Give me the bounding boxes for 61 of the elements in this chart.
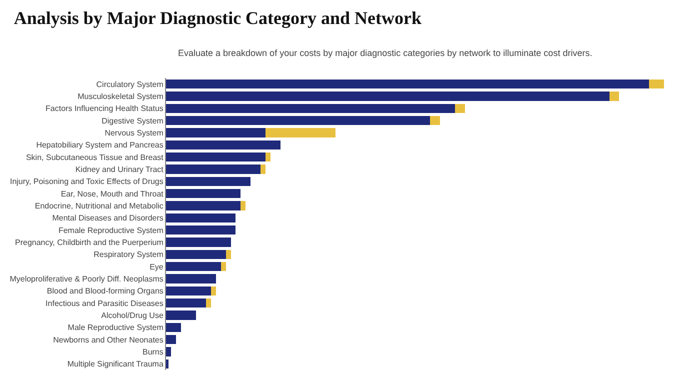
bar <box>166 286 211 296</box>
bar <box>226 250 231 259</box>
y-tick-label: Circulatory System <box>96 80 164 89</box>
bar <box>166 128 266 138</box>
bar <box>166 80 650 89</box>
bar <box>166 140 281 150</box>
bar <box>210 286 216 296</box>
y-tick-label: Multiple Significant Trauma <box>67 360 164 369</box>
y-tick-label: Myeloproliferative & Poorly Diff. Neoplasms <box>10 274 164 284</box>
y-tick-label: Burns <box>142 348 164 357</box>
bar <box>166 322 181 332</box>
y-tick-label: Newborns and Other Neonates <box>53 335 164 344</box>
y-tick-label: Infectious and Parasitic Diseases <box>46 298 164 308</box>
y-tick-label: Digestive System <box>102 116 164 126</box>
y-tick-label: Eye <box>150 262 164 272</box>
bar <box>260 164 266 174</box>
bar <box>649 80 664 89</box>
y-tick-label: Nervous System <box>104 128 164 138</box>
y-tick-label: Alcohol/Drug Use <box>101 311 164 320</box>
bar <box>266 128 336 138</box>
y-tick-label: Hepatobiliary System and Pancreas <box>36 140 164 150</box>
y-tick-label: Injury, Poisoning and Toxic Effects of Drugs <box>10 177 164 186</box>
bar <box>166 310 196 320</box>
y-tick-label: Male Reproductive System <box>68 323 164 332</box>
y-tick-label: Mental Diseases and Disorders <box>52 214 164 223</box>
bar <box>609 92 620 101</box>
bar <box>266 152 271 162</box>
bar <box>166 262 221 272</box>
bar <box>166 298 206 308</box>
bar <box>166 116 430 126</box>
y-tick-label: Factors Influencing Health Status <box>46 104 164 114</box>
y-tick-label: Skin, Subcutaneous Tissue and Breast <box>26 152 164 162</box>
bar <box>166 201 241 210</box>
bar <box>430 116 440 126</box>
bar <box>166 226 236 235</box>
bar <box>166 152 266 162</box>
bar <box>166 274 216 284</box>
y-tick-label: Endocrine, Nutritional and Metabolic <box>34 202 164 211</box>
bar <box>166 213 236 222</box>
y-tick-label: Respiratory System <box>94 250 164 260</box>
bar <box>166 104 455 113</box>
y-tick-label: Pregnancy, Childbirth and the Puerperium <box>15 238 164 248</box>
y-tick-label: Ear, Nose, Mouth and Throat <box>60 189 164 198</box>
y-tick-label: Kidney and Urinary Tract <box>75 165 164 174</box>
bar <box>206 298 211 308</box>
y-tick-label: Female Reproductive System <box>58 226 164 235</box>
chart-subtitle: Evaluate a breakdown of your costs by major diagnostic categories by network to illuminate cost drivers. <box>178 48 592 58</box>
bar <box>454 104 465 113</box>
bar <box>166 176 251 186</box>
y-tick-label: Musculoskeletal System <box>78 92 164 102</box>
bar <box>166 164 261 174</box>
bar <box>166 92 610 101</box>
bar <box>166 189 241 198</box>
bar <box>220 262 226 272</box>
chart-title: Analysis by Major Diagnostic Category and Network <box>14 8 422 28</box>
bar <box>166 347 171 356</box>
bar <box>166 238 231 247</box>
bar <box>166 335 176 344</box>
y-tick-label: Blood and Blood-forming Organs <box>46 286 164 296</box>
bar <box>240 201 246 210</box>
bar <box>166 250 226 259</box>
